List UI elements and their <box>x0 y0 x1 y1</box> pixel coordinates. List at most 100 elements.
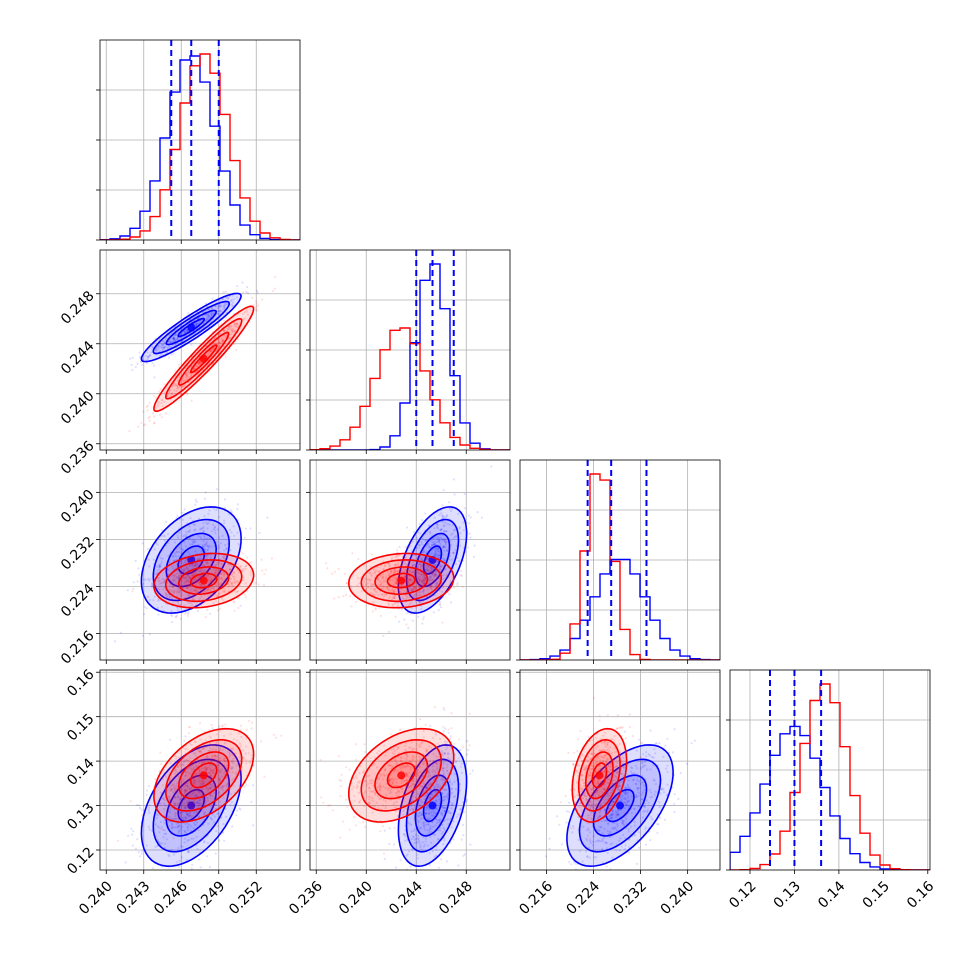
scatter-point <box>160 402 163 405</box>
scatter-point <box>170 613 173 616</box>
scatter-point <box>384 577 387 580</box>
scatter-point <box>188 576 191 579</box>
scatter-point <box>208 352 211 355</box>
scatter-point <box>442 730 445 733</box>
scatter-point <box>467 546 470 549</box>
scatter-point <box>153 364 156 367</box>
scatter-point <box>221 534 224 538</box>
scatter-point <box>146 357 149 361</box>
scatter-point <box>214 593 217 596</box>
scatter-point <box>194 563 197 566</box>
scatter-point <box>414 606 417 609</box>
scatter-point <box>255 300 258 303</box>
scatter-point <box>228 580 232 584</box>
scatter-point <box>153 376 156 379</box>
scatter-point <box>249 561 253 564</box>
scatter-point <box>196 562 199 565</box>
scatter-point <box>179 811 182 814</box>
density-peak-0 <box>187 323 196 332</box>
scatter-point <box>404 568 407 572</box>
scatter-point <box>170 597 174 600</box>
scatter-point <box>191 604 194 607</box>
scatter-point <box>406 579 409 582</box>
scatter-point <box>163 383 166 386</box>
scatter-point <box>209 594 212 597</box>
scatter-point <box>172 352 175 355</box>
scatter-point <box>243 311 247 314</box>
scatter-point <box>406 595 409 599</box>
scatter-point <box>232 525 235 528</box>
scatter-point <box>422 616 425 619</box>
scatter-point <box>234 561 237 565</box>
scatter-point <box>155 349 158 352</box>
scatter-point <box>174 615 177 618</box>
scatter-point <box>220 816 223 819</box>
scatter-point <box>205 557 208 560</box>
scatter-point <box>396 604 399 608</box>
scatter-point <box>195 802 198 805</box>
scatter-point <box>229 571 232 574</box>
scatter-point <box>208 350 211 354</box>
scatter-point <box>255 302 258 305</box>
scatter-point <box>221 785 224 788</box>
scatter-point <box>372 610 375 613</box>
scatter-point <box>159 562 163 565</box>
scatter-point <box>433 573 436 576</box>
scatter-point <box>179 333 182 336</box>
scatter-point <box>451 532 454 535</box>
scatter-point <box>203 812 206 816</box>
scatter-point <box>183 829 186 832</box>
scatter-point <box>363 564 366 567</box>
scatter-point <box>395 555 398 558</box>
scatter-point <box>468 532 471 535</box>
scatter-point <box>176 572 179 575</box>
scatter-point <box>423 575 426 578</box>
scatter-point <box>139 825 142 828</box>
scatter-point <box>411 571 414 574</box>
scatter-point <box>389 572 392 575</box>
scatter-point <box>172 559 175 562</box>
scatter-point <box>178 588 181 591</box>
scatter-point <box>169 388 172 391</box>
scatter-point <box>177 600 180 604</box>
scatter-point <box>445 540 448 543</box>
scatter-point <box>157 613 160 616</box>
scatter-point <box>271 289 275 293</box>
scatter-point <box>191 586 194 589</box>
scatter-point <box>255 309 258 312</box>
scatter-point <box>193 564 197 567</box>
scatter-point <box>255 305 258 308</box>
scatter-point <box>450 601 453 604</box>
scatter-point <box>127 834 130 837</box>
scatter-point <box>351 574 355 577</box>
scatter-point <box>221 339 224 342</box>
scatter-point <box>436 524 439 527</box>
scatter-point <box>185 373 188 376</box>
scatter-point <box>238 544 241 547</box>
scatter-point <box>400 584 403 587</box>
scatter-point <box>215 569 218 573</box>
scatter-point <box>188 577 191 580</box>
scatter-point <box>421 579 424 582</box>
scatter-point <box>418 578 421 581</box>
scatter-point <box>210 571 213 574</box>
scatter-point <box>393 601 396 604</box>
scatter-point <box>211 727 214 730</box>
scatter-point <box>444 541 447 544</box>
scatter-point <box>363 743 366 746</box>
scatter-point <box>422 578 425 581</box>
scatter-point <box>181 825 184 828</box>
scatter-point <box>431 571 434 574</box>
scatter-point <box>251 296 254 299</box>
scatter-point <box>178 376 181 379</box>
scatter-point <box>170 822 173 825</box>
scatter-point <box>409 540 412 543</box>
scatter-point <box>455 535 458 538</box>
scatter-point <box>229 327 232 330</box>
scatter-point <box>442 546 445 549</box>
scatter-point <box>229 803 232 806</box>
scatter-point <box>199 594 202 597</box>
scatter-point <box>139 355 142 358</box>
scatter-point <box>469 772 472 775</box>
scatter-point <box>187 581 190 584</box>
